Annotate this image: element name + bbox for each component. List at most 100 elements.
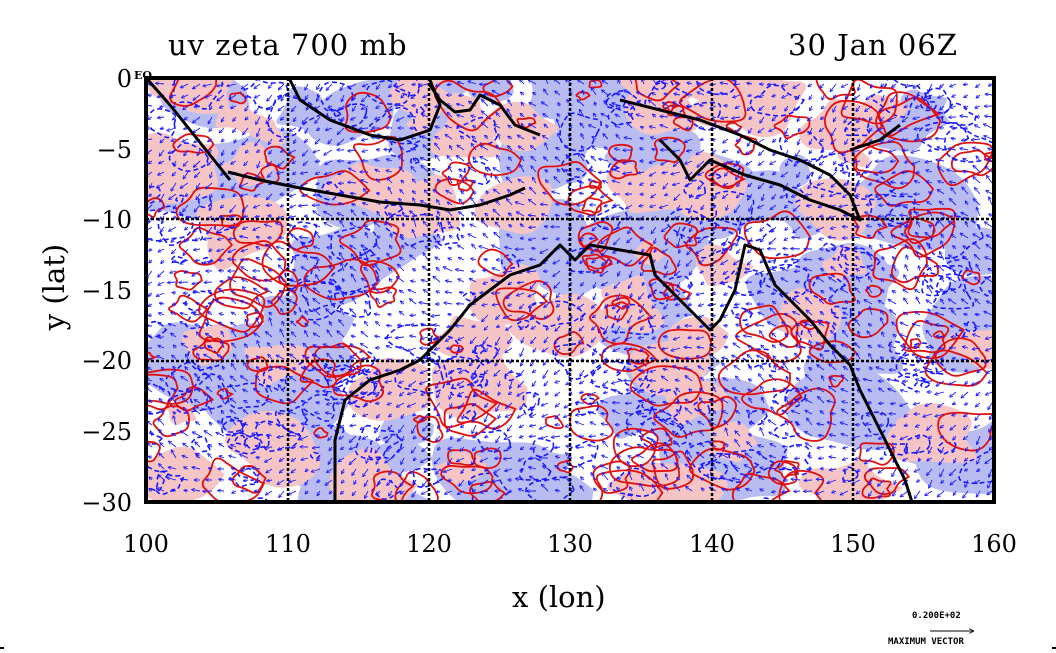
y-tick-label: −15: [81, 277, 132, 305]
wind-vector: [435, 84, 441, 87]
contour-line: [876, 91, 941, 137]
contour-line: [808, 272, 856, 305]
wind-vector: [881, 84, 885, 87]
wind-vector: [217, 83, 225, 87]
contour-line: [851, 143, 900, 174]
contour-line: [909, 338, 922, 349]
contour-line: [592, 460, 631, 494]
wind-vector: [204, 282, 213, 283]
contour-line: [197, 195, 213, 209]
contour-line: [842, 466, 859, 483]
contour-line: [740, 347, 770, 369]
contour-line: [146, 108, 177, 139]
contour-line: [767, 460, 798, 486]
contour-line: [890, 211, 956, 258]
wind-vector: [624, 90, 633, 96]
contour-line: [456, 116, 498, 145]
contour-line: [515, 319, 530, 330]
contour-line: [462, 291, 477, 302]
contour-line: [369, 286, 397, 309]
contour-line: [342, 371, 376, 398]
wind-vector: [493, 80, 501, 85]
wind-vector: [385, 370, 393, 371]
wind-vector: [396, 83, 405, 88]
contour-line: [717, 349, 792, 396]
wind-vector: [629, 78, 633, 85]
y-tick-label: −10: [81, 206, 132, 234]
wind-vector: [376, 150, 381, 151]
wind-vector: [685, 128, 693, 129]
contour-line: [707, 172, 723, 181]
contour-line: [254, 365, 315, 405]
wind-vector: [172, 84, 177, 85]
contour-line: [184, 311, 210, 330]
contour-line: [861, 477, 892, 499]
y-tick-label: 0: [116, 65, 132, 93]
contour-line: [895, 342, 938, 378]
wind-vector: [733, 84, 741, 85]
contour-line: [415, 106, 426, 115]
contour-line: [174, 386, 215, 412]
contour-line: [314, 181, 345, 201]
wind-vector: [636, 92, 645, 96]
contour-line: [858, 442, 895, 466]
contour-line: [299, 170, 371, 206]
contour-line: [730, 306, 754, 322]
wind-vector: [245, 94, 249, 99]
wind-vector: [388, 95, 392, 97]
contour-line: [203, 337, 224, 354]
x-tick-label: 160: [971, 530, 1017, 558]
wind-vector: [582, 90, 584, 96]
contour-line: [464, 409, 477, 421]
contour-line: [309, 451, 321, 460]
wind-vector: [170, 95, 177, 97]
contour-line: [697, 395, 738, 429]
wind-vector: [988, 84, 993, 87]
wind-vector: [790, 249, 801, 250]
wind-vector: [506, 91, 513, 96]
contour-line: [532, 437, 555, 458]
contour-line: [474, 344, 499, 366]
contour-line: [738, 217, 775, 242]
contour-line: [299, 358, 338, 389]
contour-line: [173, 270, 203, 291]
wind-vector: [155, 83, 165, 84]
contour-line: [763, 263, 810, 299]
wind-vector: [229, 94, 237, 99]
wind-vector: [623, 381, 633, 382]
contour-line: [950, 149, 994, 177]
contour-line: [784, 186, 806, 204]
contour-line: [565, 440, 599, 468]
contour-line: [693, 401, 711, 416]
contour-line: [347, 350, 376, 373]
contour-line: [894, 372, 928, 390]
wind-vector: [412, 105, 417, 106]
contour-line: [581, 253, 609, 270]
wind-vector: [842, 227, 849, 228]
contour-line: [175, 186, 246, 227]
contour-line: [683, 179, 707, 198]
wind-vector: [340, 83, 345, 91]
contour-line: [383, 204, 404, 217]
contour-fill: [708, 421, 758, 463]
contour-line: [568, 247, 614, 273]
wind-vector: [891, 436, 897, 437]
wind-vector: [447, 84, 453, 85]
wind-vector: [591, 87, 597, 96]
contour-line: [371, 478, 402, 500]
wind-vector: [732, 94, 741, 98]
contour-line: [920, 99, 937, 112]
contour-line: [353, 135, 403, 181]
wind-vector: [494, 458, 501, 459]
wind-vector: [601, 90, 609, 96]
wind-vector: [781, 84, 789, 86]
contour-line: [167, 387, 209, 414]
contour-line: [809, 152, 851, 195]
wind-vector: [266, 205, 273, 206]
contour-line: [728, 449, 776, 476]
wind-vector: [905, 83, 908, 88]
contour-line: [189, 372, 229, 411]
wind-vector: [361, 94, 369, 102]
x-tick-label: 130: [547, 530, 593, 558]
